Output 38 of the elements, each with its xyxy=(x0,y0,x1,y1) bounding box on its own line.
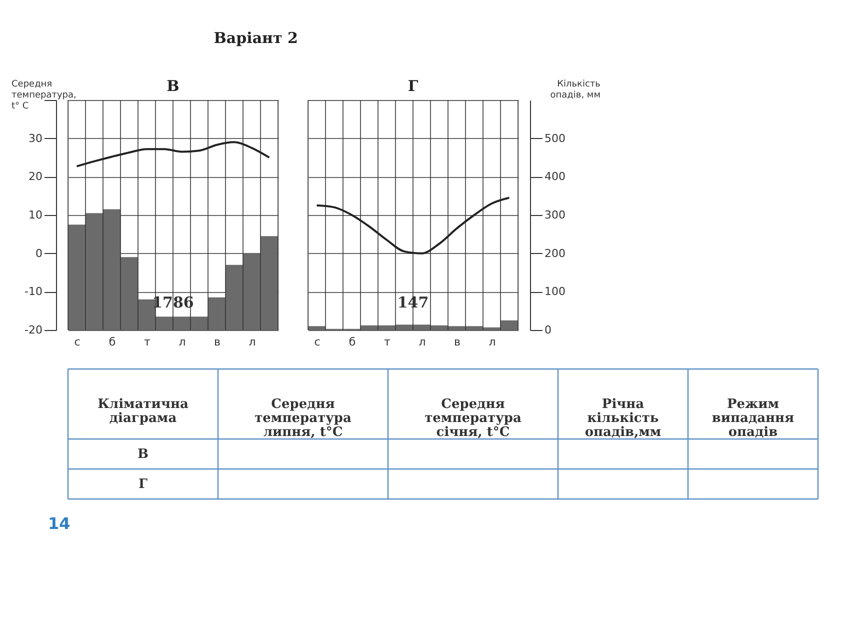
text: Середня температура липня, t°C xyxy=(254,397,352,440)
text: Кліматична діаграма xyxy=(98,397,189,426)
text: Річна кількість опадів,мм xyxy=(584,397,662,440)
y-tick-label: 20 xyxy=(28,170,42,184)
chart-title: Г xyxy=(408,77,419,95)
x-tick-label: л xyxy=(418,336,426,348)
y-tick-label: -20 xyxy=(24,324,42,336)
x-tick-label: в xyxy=(214,336,220,348)
y-tick-label: 10 xyxy=(28,208,42,222)
text: Режим випадання опадів xyxy=(712,397,795,440)
text: Середня температура січня, t°C xyxy=(424,397,522,440)
line-series xyxy=(76,141,270,168)
x-tick-label: б xyxy=(348,336,356,348)
x-tick-label: т xyxy=(144,336,152,348)
y2-axis-title: Кількість опадів, мм xyxy=(550,80,600,100)
chart-title: В xyxy=(166,77,180,95)
y2-tick-label: 300 xyxy=(544,208,566,222)
x-tick-label: с xyxy=(314,336,320,348)
x-tick-label: л xyxy=(248,336,256,348)
x-tick-label: с xyxy=(74,336,80,348)
x-tick-label: б xyxy=(108,336,116,348)
y-axis-title: Середня температура, t° C xyxy=(12,80,76,112)
text: Варіант 2 xyxy=(214,29,298,47)
x-tick-label: т xyxy=(384,336,392,348)
y-tick-label: -10 xyxy=(24,285,42,298)
y-tick-label: 0 xyxy=(36,246,42,260)
y2-tick-label: 400 xyxy=(544,170,566,184)
y-tick-label: 30 xyxy=(28,132,42,145)
y2-tick-label: 200 xyxy=(544,246,566,260)
x-tick-label: в xyxy=(454,336,460,348)
text: 14 xyxy=(48,514,70,533)
text: Г xyxy=(138,477,148,492)
y2-tick-label: 100 xyxy=(544,285,566,298)
text: В xyxy=(138,447,148,462)
y2-tick-label: 0 xyxy=(544,324,552,336)
x-tick-label: л xyxy=(488,336,496,348)
y2-tick-label: 500 xyxy=(544,132,566,145)
x-tick-label: л xyxy=(178,336,186,348)
